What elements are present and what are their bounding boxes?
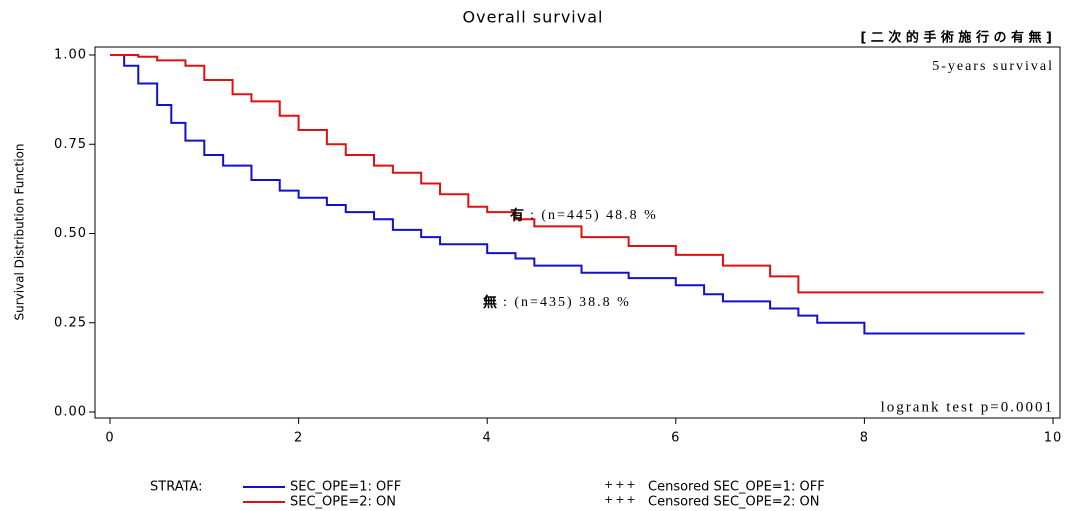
y-tick-label: 1.00 (54, 48, 87, 63)
annotation-text: : (n=445) 48.8 % (530, 208, 658, 223)
legend-title: STRATA: (150, 480, 203, 495)
legend-label: Censored SEC_OPE=1: OFF (648, 480, 825, 495)
x-tick-label: 10 (1044, 431, 1063, 446)
legend-label: SEC_OPE=2: ON (290, 495, 396, 510)
survival-curve (110, 54, 1044, 294)
survival-curve (110, 54, 1025, 335)
annotation-text: : (n=435) 38.8 % (503, 295, 631, 310)
chart-title: Overall survival (463, 8, 604, 27)
annotation-marker: 有 (510, 207, 524, 224)
y-tick-label: 0.00 (54, 405, 87, 420)
legend-symbol: +++ (604, 478, 638, 491)
legend-label: Censored SEC_OPE=2: ON (648, 495, 819, 510)
legend-symbol: +++ (604, 493, 638, 506)
x-tick-label: 2 (294, 431, 303, 446)
y-axis-label: Survival Distribution Function (13, 143, 27, 320)
note: 5-years survival (932, 59, 1054, 74)
note: logrank test p=0.0001 (881, 399, 1054, 415)
chart-subtitle: [ 二 次 的 手 術 施 行 の 有 無 ] (860, 30, 1052, 46)
y-tick-label: 0.50 (54, 226, 87, 241)
y-tick-label: 0.75 (54, 137, 87, 152)
annotation-marker: 無 (483, 294, 497, 311)
legend-label: SEC_OPE=1: OFF (290, 480, 401, 495)
plot-frame (94, 46, 1061, 419)
x-tick-label: 8 (860, 431, 869, 446)
x-tick-label: 6 (671, 431, 680, 446)
x-tick-label: 4 (483, 431, 492, 446)
y-tick-label: 0.25 (54, 315, 87, 330)
x-tick-label: 0 (105, 431, 114, 446)
